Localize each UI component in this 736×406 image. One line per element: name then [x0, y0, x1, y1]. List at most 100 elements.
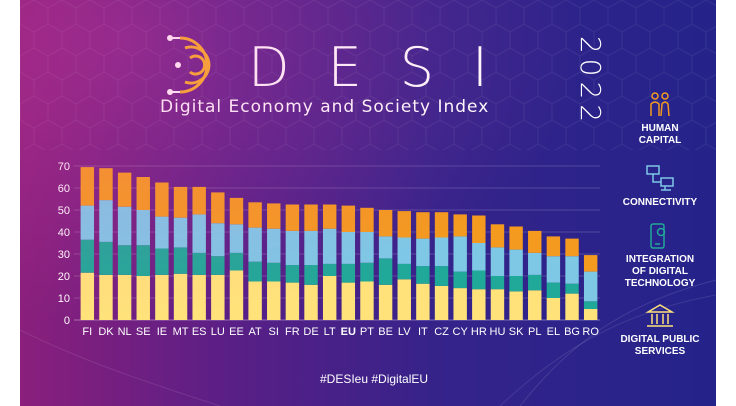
- bar-segment-bg: [565, 256, 579, 284]
- y-tick-label: 70: [58, 161, 70, 173]
- bar-segment-eu: [341, 205, 356, 232]
- x-tick-label: FR: [285, 326, 300, 338]
- bar-segment-cy: [453, 214, 467, 237]
- people-icon: [650, 92, 670, 117]
- x-tick-label: RO: [582, 326, 599, 338]
- bar-segment-hr: [472, 289, 486, 320]
- bar-segment-de: [304, 265, 318, 285]
- bar-segment-es: [192, 252, 206, 275]
- bar-segment-lt: [322, 204, 337, 229]
- y-tick-label: 30: [58, 249, 70, 261]
- bar-segment-fr: [285, 204, 300, 231]
- bar-segment-es: [192, 274, 206, 320]
- x-tick-label: AT: [248, 326, 262, 338]
- bar-segment-bg: [565, 293, 579, 320]
- desi-wordmark: DESI: [248, 36, 526, 99]
- bar-segment-hr: [472, 243, 486, 271]
- x-tick-label: FI: [82, 326, 92, 338]
- bar-segment-lu: [211, 192, 225, 224]
- x-tick-label: EE: [229, 326, 244, 338]
- bar-segment-cy: [453, 236, 467, 272]
- bar-segment-lv: [397, 211, 411, 238]
- bar-segment-it: [416, 212, 430, 239]
- bar-segment-si: [267, 228, 281, 263]
- bar-segment-se: [136, 245, 150, 276]
- bar-segment-nl: [117, 172, 132, 207]
- bar-segment-ie: [155, 274, 169, 320]
- bar-segment-dk: [99, 241, 113, 275]
- bar-segment-nl: [117, 245, 132, 275]
- y-tick-label: 10: [58, 293, 70, 305]
- bar-segment-lt: [322, 276, 337, 320]
- bar-segment-be: [378, 284, 393, 320]
- bar-segment-fr: [285, 282, 300, 320]
- phone-gear-icon: [650, 223, 666, 249]
- bar-segment-pt: [360, 281, 374, 320]
- bar-segment-el: [546, 282, 561, 298]
- bar-segment-ro: [583, 309, 598, 320]
- legend-label: INTEGRATION: [625, 254, 695, 265]
- bar-segment-at: [248, 261, 262, 282]
- bar-segment-es: [192, 186, 206, 215]
- bar-segment-fi: [80, 272, 95, 320]
- x-tick-label: EU: [341, 326, 356, 338]
- bar-segment-sk: [509, 291, 523, 320]
- legend-digital-public-services: DIGITAL PUBLIC SERVICES: [610, 303, 710, 358]
- chart-subtitle: Digital Economy and Society Index: [160, 97, 490, 117]
- bar-segment-pt: [360, 262, 374, 282]
- legend-label: DIGITAL PUBLIC: [620, 334, 700, 345]
- bar-segment-eu: [341, 232, 356, 264]
- bar-segment-ee: [229, 252, 244, 271]
- bar-segment-lt: [322, 228, 337, 264]
- x-tick-label: LU: [211, 326, 225, 338]
- x-tick-label: BG: [564, 326, 580, 338]
- bar-segment-at: [248, 202, 262, 228]
- x-tick-label: ES: [192, 326, 207, 338]
- y-tick-label: 0: [64, 315, 70, 327]
- bar-segment-at: [248, 281, 262, 320]
- bar-segment-cy: [453, 271, 467, 289]
- bar-segment-de: [304, 230, 318, 265]
- legend-human-capital: HUMAN CAPITAL: [610, 92, 710, 147]
- x-tick-label: MT: [173, 326, 189, 338]
- legend-label: TECHNOLOGY: [624, 278, 696, 289]
- bar-segment-cz: [434, 237, 449, 267]
- legend-label: CAPITAL: [638, 135, 682, 146]
- x-tick-label: SE: [136, 326, 151, 338]
- bar-segment-fr: [285, 230, 300, 265]
- bar-segment-ie: [155, 216, 169, 249]
- bar-segment-se: [136, 210, 150, 246]
- bar-segment-lv: [397, 263, 411, 280]
- bar-segment-pl: [528, 290, 542, 320]
- y-tick-label: 40: [58, 227, 70, 239]
- bar-segment-de: [304, 284, 318, 320]
- bar-segment-pl: [528, 252, 542, 275]
- legend-label: HUMAN: [641, 123, 679, 134]
- x-tick-label: EL: [547, 326, 560, 338]
- bar-segment-lv: [397, 279, 411, 320]
- bar-segment-hr: [472, 215, 486, 243]
- bar-segment-lu: [211, 223, 225, 257]
- infographic-frame: DESI 2022 Digital Economy and Society In…: [20, 0, 716, 406]
- bar-segment-dk: [99, 168, 113, 201]
- y-tick-label: 20: [58, 271, 70, 283]
- bar-segment-hu: [490, 289, 505, 320]
- bar-segment-lt: [322, 263, 337, 276]
- legend-connectivity: CONNECTIVITY: [610, 164, 710, 209]
- x-tick-label: HR: [471, 326, 487, 338]
- x-tick-label: CZ: [434, 326, 449, 338]
- x-tick-label: PT: [360, 326, 374, 338]
- y-tick-label: 60: [58, 183, 70, 195]
- x-tick-label: LV: [398, 326, 411, 338]
- x-tick-label: SI: [269, 326, 279, 338]
- bar-segment-bg: [565, 283, 579, 294]
- x-tick-label: IE: [157, 326, 167, 338]
- bar-segment-dk: [99, 274, 113, 320]
- bar-segment-be: [378, 236, 393, 259]
- bar-segment-ee: [229, 224, 244, 253]
- bar-segment-ro: [583, 301, 598, 309]
- bar-segment-si: [267, 281, 281, 320]
- x-tick-label: IT: [418, 326, 428, 338]
- x-tick-label: HU: [490, 326, 506, 338]
- bar-segment-hu: [490, 224, 505, 248]
